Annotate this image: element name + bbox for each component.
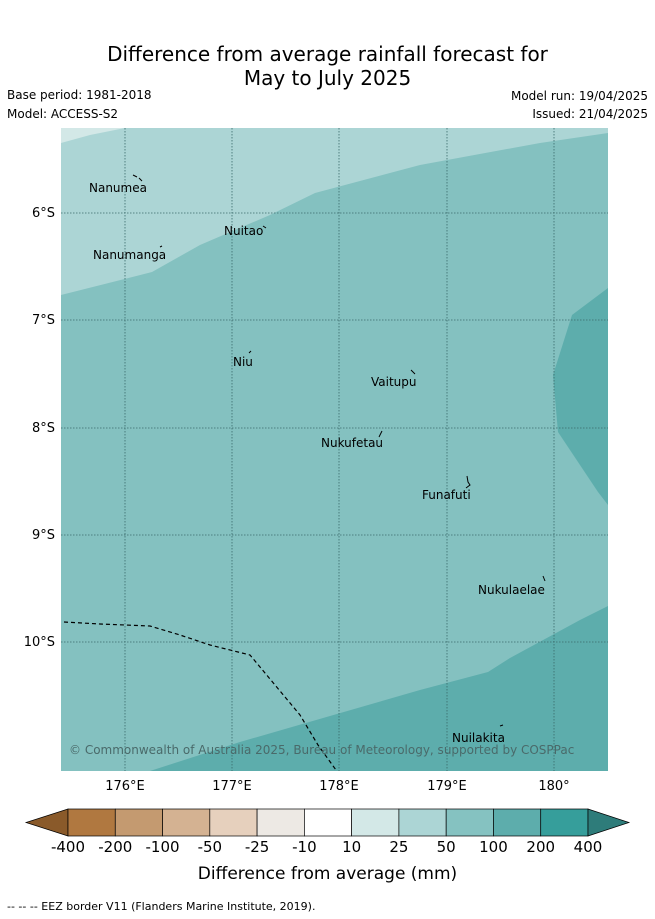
island-shape-nanumea (132, 174, 143, 182)
lat-tick-9s: 9°S (31, 528, 55, 543)
island-shape-vaitupu (410, 369, 416, 375)
issued-date: Issued: 21/04/2025 (532, 107, 648, 121)
island-label-vaitupu: Vaitupu (371, 375, 417, 389)
colorbar-arrow-high (587, 808, 631, 837)
copyright-notice: © Commonwealth of Australia 2025, Bureau… (69, 743, 575, 757)
colorbar-tick: 200 (526, 838, 556, 856)
region-lightest-corner (61, 128, 125, 143)
colorbar-tick: 10 (342, 838, 362, 856)
island-shape-funafuti (465, 475, 471, 489)
colorbar-tick: -100 (145, 838, 180, 856)
island-shape-nukulaelae (542, 575, 546, 582)
colorbar-label: Difference from average (mm) (197, 864, 458, 884)
lon-tick-178e: 178°E (319, 779, 359, 794)
island-label-niu: Niu (233, 355, 253, 369)
colorbar-segment (304, 808, 352, 837)
map-gridlines (61, 128, 608, 771)
lon-tick-179e: 179°E (427, 779, 467, 794)
colorbar-tick: 400 (573, 838, 603, 856)
colorbar-segment (162, 808, 211, 837)
island-label-nanumea: Nanumea (89, 181, 147, 195)
lat-tick-8s: 8°S (31, 421, 55, 436)
colorbar-tick: -50 (197, 838, 223, 856)
island-shape-nanumanga (159, 245, 163, 248)
island-label-nuilakita: Nuilakita (452, 731, 505, 745)
island-shape-nuilakita (499, 724, 504, 727)
model-name: Model: ACCESS-S2 (7, 107, 119, 121)
island-shape-nukufetau (378, 430, 383, 438)
lat-tick-10s: 10°S (23, 635, 55, 650)
island-shape-nuitao (262, 225, 267, 229)
eez-border (63, 621, 337, 771)
colorbar-tick: -10 (292, 838, 317, 856)
map-title-line1: Difference from average rainfall forecas… (107, 42, 548, 66)
colorbar-tick: -200 (98, 838, 133, 856)
colorbar-segment (445, 808, 494, 837)
island-label-nanumanga: Nanumanga (93, 248, 167, 262)
colorbar-segment (67, 808, 116, 837)
colorbar-segment (114, 808, 163, 837)
colorbar (24, 808, 631, 837)
island-label-nuitao: Nuitao (224, 224, 264, 238)
lon-tick-180: 180° (538, 779, 570, 794)
island-label-funafuti: Funafuti (422, 488, 471, 502)
rainfall-map (61, 128, 608, 771)
colorbar-segment (351, 808, 400, 837)
colorbar-segment (493, 808, 542, 837)
colorbar-tick: -400 (50, 838, 86, 856)
island-label-nukufetau: Nukufetau (321, 436, 384, 450)
colorbar-tick: -25 (244, 838, 270, 856)
region-light-north (61, 128, 608, 295)
base-period: Base period: 1981-2018 (7, 88, 152, 102)
colorbar-tick: 100 (479, 838, 508, 856)
map-title-line2: May to July 2025 (243, 66, 412, 90)
lon-tick-176e: 176°E (105, 779, 145, 794)
colorbar-segment (398, 808, 447, 837)
colorbar-segment (256, 808, 305, 837)
colorbar-tick: 50 (436, 838, 456, 856)
region-east-darker (553, 288, 608, 505)
island-label-nukulaelae: Nukulaelae (478, 583, 545, 597)
lon-tick-177e: 177°E (212, 779, 252, 794)
model-run: Model run: 19/04/2025 (510, 89, 648, 103)
eez-border-legend: -- -- -- EEZ border V11 (Flanders Marine… (7, 900, 316, 913)
colorbar-arrow-low (24, 808, 69, 837)
lat-tick-6s: 6°S (31, 206, 55, 221)
colorbar-segment (209, 808, 258, 837)
lat-tick-7s: 7°S (31, 313, 55, 328)
island-shape-niu (248, 350, 252, 354)
colorbar-tick: 25 (389, 838, 409, 856)
island-shapes (132, 174, 546, 727)
colorbar-segment (540, 808, 589, 837)
region-south-darker (150, 606, 608, 771)
